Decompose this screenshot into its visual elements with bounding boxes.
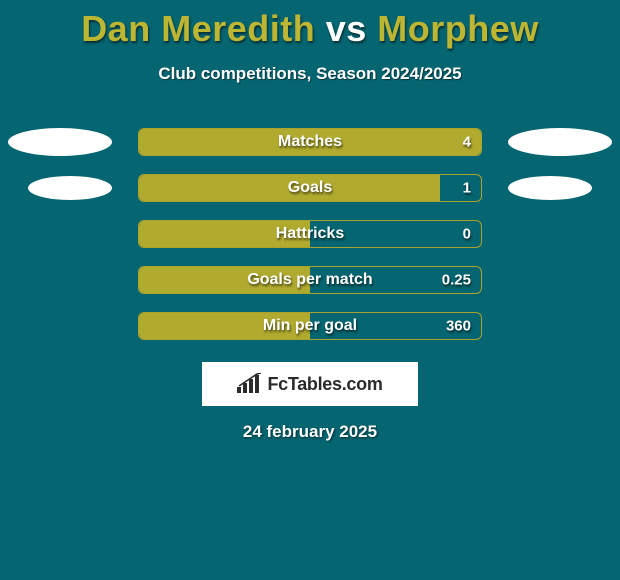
stat-bar: Hattricks0	[138, 220, 482, 248]
stat-bar: Goals per match0.25	[138, 266, 482, 294]
stat-value: 360	[446, 318, 471, 335]
stat-row: Goals per match0.25	[0, 266, 620, 294]
stats-list: Matches4 Goals1 Hattricks0 Goals per match0…	[0, 128, 620, 340]
stat-bar-fill	[139, 221, 310, 247]
comparison-title: Dan Meredith vs Morphew	[0, 0, 620, 50]
stat-bar-fill	[139, 129, 481, 155]
stat-row: Matches4	[0, 128, 620, 156]
stat-value: 1	[463, 180, 471, 197]
stat-row: Goals1	[0, 174, 620, 202]
stat-bar-fill	[139, 313, 310, 339]
brand-chart-icon	[237, 373, 263, 395]
brand-label: FcTables.com	[267, 374, 382, 395]
date-label: 24 february 2025	[0, 422, 620, 442]
subtitle: Club competitions, Season 2024/2025	[0, 64, 620, 84]
player2-name: Morphew	[377, 8, 539, 49]
player2-marker	[508, 128, 612, 156]
stat-value: 0.25	[442, 272, 471, 289]
stat-bar-fill	[139, 175, 440, 201]
stat-row: Min per goal360	[0, 312, 620, 340]
stat-row: Hattricks0	[0, 220, 620, 248]
vs-separator: vs	[326, 8, 367, 49]
player1-marker	[28, 176, 112, 200]
stat-bar: Matches4	[138, 128, 482, 156]
stat-bar: Goals1	[138, 174, 482, 202]
player2-marker	[508, 176, 592, 200]
stat-bar: Min per goal360	[138, 312, 482, 340]
player1-marker	[8, 128, 112, 156]
stat-bar-fill	[139, 267, 310, 293]
stat-value: 0	[463, 226, 471, 243]
player1-name: Dan Meredith	[81, 8, 315, 49]
brand-box[interactable]: FcTables.com	[202, 362, 418, 406]
